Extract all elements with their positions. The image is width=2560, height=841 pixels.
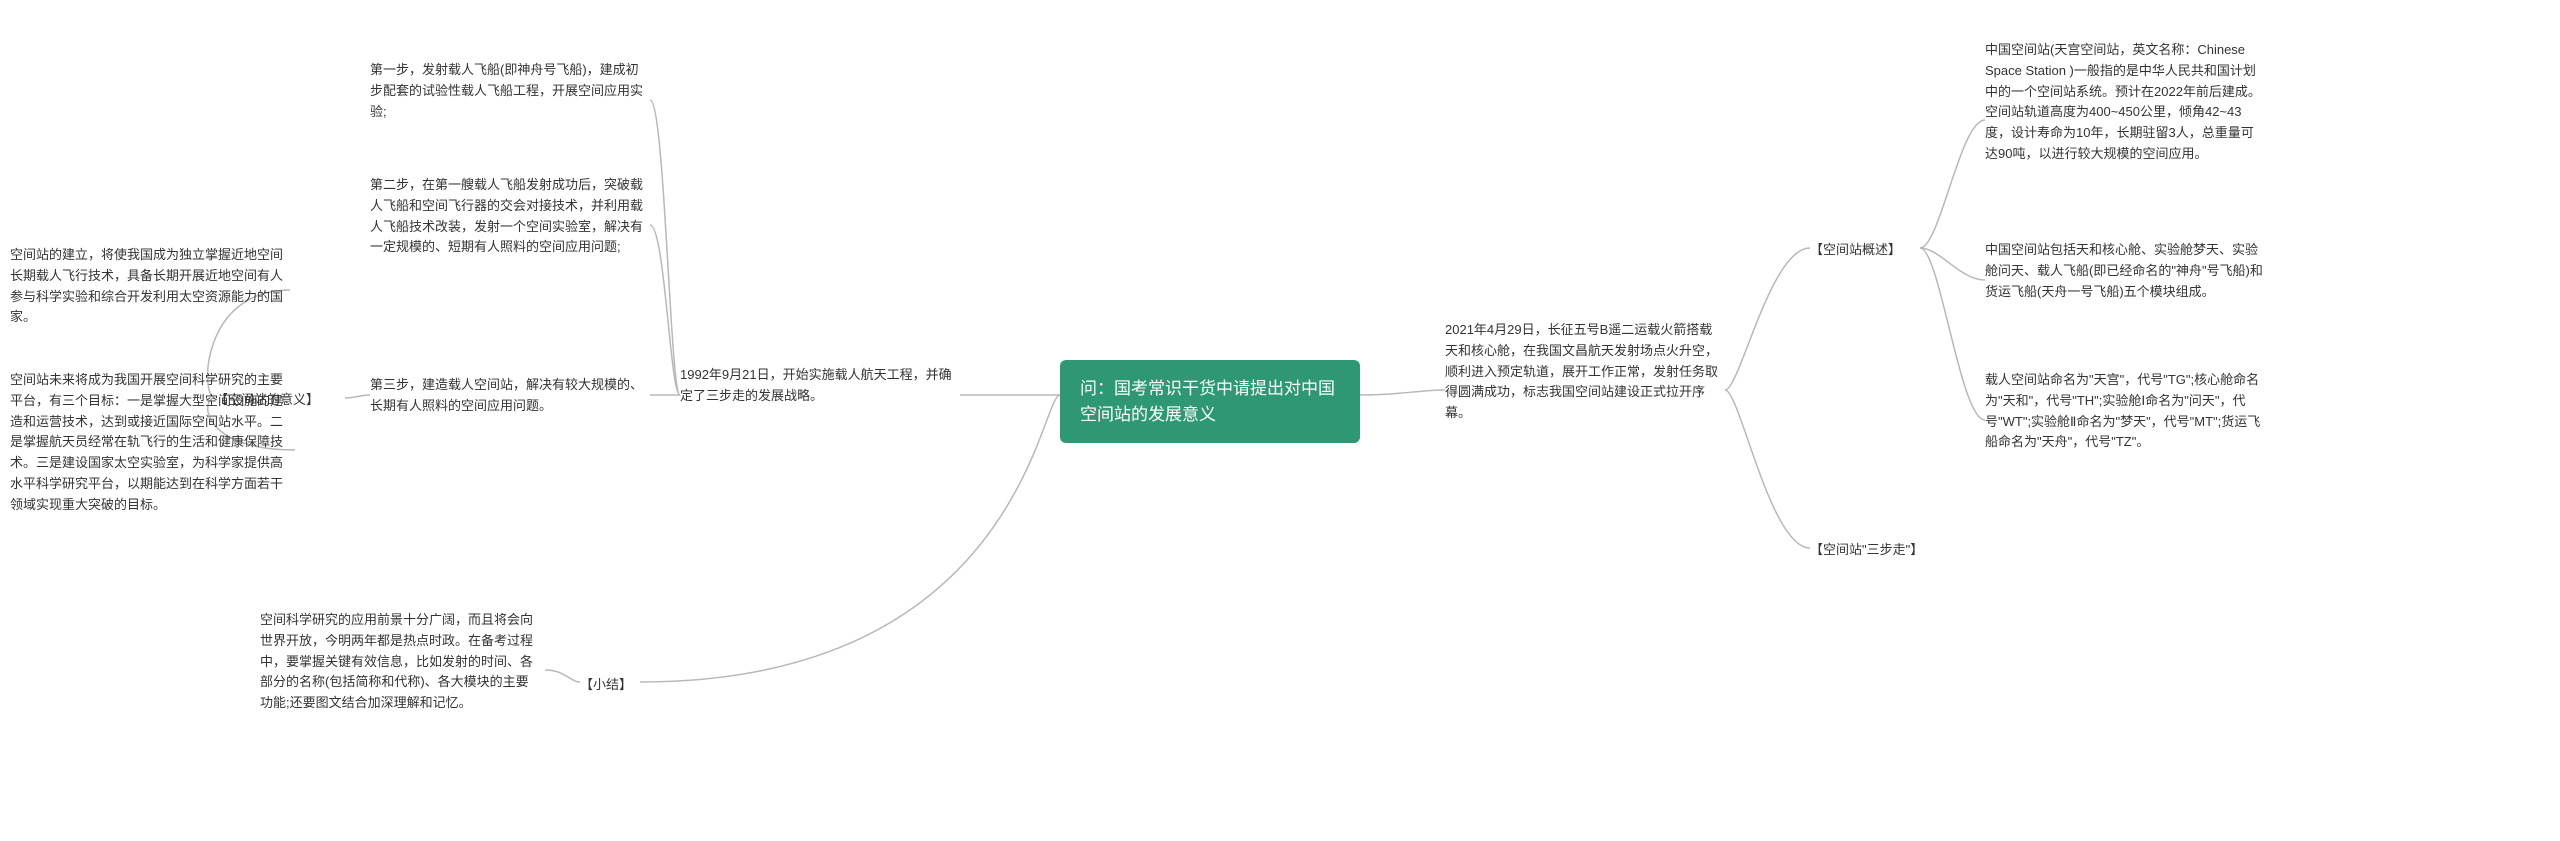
left-step2: 第二步，在第一艘载人飞船发射成功后，突破载人飞船和空间飞行器的交会对接技术，并利… xyxy=(370,175,650,258)
left-step1: 第一步，发射载人飞船(即神舟号飞船)，建成初步配套的试验性载人飞船工程，开展空间… xyxy=(370,60,650,122)
left-step3: 第三步，建造载人空间站，解决有较大规模的、长期有人照料的空间应用问题。 xyxy=(370,375,650,417)
overview2: 中国空间站包括天和核心舱、实验舱梦天、实验舱问天、载人飞船(即已经命名的"神舟"… xyxy=(1985,240,2265,302)
summary: 空间科学研究的应用前景十分广阔，而且将会向世界开放，今明两年都是热点时政。在备考… xyxy=(260,610,540,714)
right-event: 2021年4月29日，长征五号B遥二运载火箭搭载天和核心舱，在我国文昌航天发射场… xyxy=(1445,320,1725,424)
left-intro: 1992年9月21日，开始实施载人航天工程，并确定了三步走的发展战略。 xyxy=(680,365,960,407)
overview3: 载人空间站命名为"天宫"，代号"TG";核心舱命名为"天和"，代号"TH";实验… xyxy=(1985,370,2265,453)
root-node: 问：国考常识干货中请提出对中国空间站的发展意义 xyxy=(1060,360,1360,443)
threestep-label: 【空间站"三步走"】 xyxy=(1810,540,1950,561)
overview1: 中国空间站(天宫空间站，英文名称：Chinese Space Station )… xyxy=(1985,40,2265,165)
summary-label: 【小结】 xyxy=(580,675,640,696)
overview-label: 【空间站概述】 xyxy=(1810,240,1920,261)
meaning1: 空间站的建立，将使我国成为独立掌握近地空间长期载人飞行技术，具备长期开展近地空间… xyxy=(10,245,290,328)
meaning2: 空间站未来将成为我国开展空间科学研究的主要平台，有三个目标：一是掌握大型空间设施… xyxy=(10,370,290,516)
